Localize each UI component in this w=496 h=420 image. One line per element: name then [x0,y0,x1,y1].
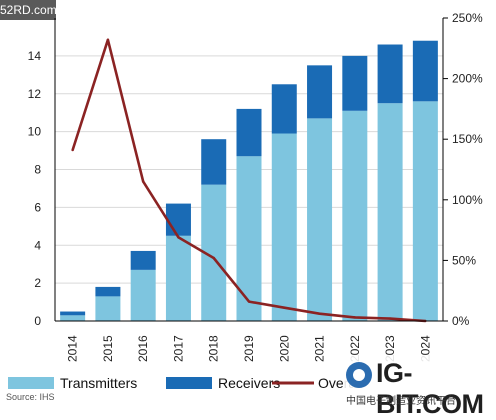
y2-tick-label: 50% [452,253,476,267]
overall-point [177,236,180,239]
bar-receivers [130,250,156,270]
overall-point [141,180,145,183]
x-tick-label: 2015 [101,335,115,362]
overall-point [353,316,357,319]
overall-point [283,306,286,309]
x-tick-label: 2018 [207,335,221,362]
y2-tick-label: 200% [452,72,483,86]
bar-transmitters [130,269,156,321]
overall-point [318,312,321,315]
bar-transmitters [412,101,438,321]
bar-receivers [95,286,121,297]
bar-receivers [165,203,191,236]
x-tick-label: 2017 [171,335,185,362]
bars [60,40,438,322]
x-tick-label: 2023 [383,335,397,362]
x-tick-label: 2024 [418,335,432,362]
y-tick-label: 14 [28,49,42,63]
site-watermark: 52RD.com [0,0,57,20]
bar-receivers [307,65,333,119]
bar-transmitters [342,110,368,321]
bar-transmitters [236,156,262,321]
y-tick-label: 0 [34,314,41,328]
overall-point [212,256,215,260]
legend-label-transmitters: Transmitters [60,375,137,391]
bar-transmitters [165,235,191,321]
bar-transmitters [271,133,297,321]
bar-receivers [377,44,403,104]
x-tick-label: 2016 [136,335,150,362]
logo-globe-icon [346,362,372,388]
bar-receivers [236,108,262,157]
legend-swatch-receivers [166,377,212,389]
legend: Transmitters Receivers Overall [8,375,362,391]
axes: 0 2 4 6 8 10 12 14 0% 50% 100% 150% 200% 250% 2014 2015… [28,11,483,362]
x-tick-label: 2022 [348,335,362,362]
y2-tick-label: 250% [452,11,483,25]
bar-receivers [342,55,368,111]
bar-transmitters [307,118,333,322]
bar-transmitters [60,315,86,321]
y-tick-label: 6 [34,200,41,214]
y-tick-label: 10 [28,125,42,139]
overall-line [71,38,427,323]
x-tick-label: 2020 [277,335,291,362]
bar-transmitters [95,296,121,321]
y-tick-label: 2 [34,276,41,290]
x-tick-label: 2014 [66,335,80,362]
logo-text: IG-BIT.COM [376,358,484,419]
x-tick-label: 2021 [313,335,327,362]
overall-point [106,38,110,42]
y-tick-label: 4 [34,238,41,252]
source-note: Source: IHS [6,392,55,402]
y-tick-label: 12 [28,87,42,101]
stacked-bar-line-chart: 0 2 4 6 8 10 12 14 0% 50% 100% 150% 200% 250% 2014 2015… [8,11,483,391]
y-tick-label: 8 [34,163,41,177]
y2-tick-label: 0% [452,314,470,328]
bar-transmitters [377,103,403,321]
overall-point [247,300,251,303]
logo-tagline: 中国电子制造业资讯平台 [346,396,456,407]
bar-receivers [201,139,227,185]
legend-label-receivers: Receivers [218,375,280,391]
y2-tick-label: 150% [452,132,483,146]
bar-receivers [60,311,86,316]
site-logo: IG-BIT.COM 中国电子制造业资讯平台 [344,356,496,419]
x-tick-label: 2019 [242,335,256,362]
bar-receivers [271,84,297,134]
bar-receivers [412,40,438,102]
overall-point [71,148,74,152]
overall-point [388,317,392,320]
y2-tick-label: 100% [452,193,483,207]
legend-swatch-transmitters [8,377,54,389]
